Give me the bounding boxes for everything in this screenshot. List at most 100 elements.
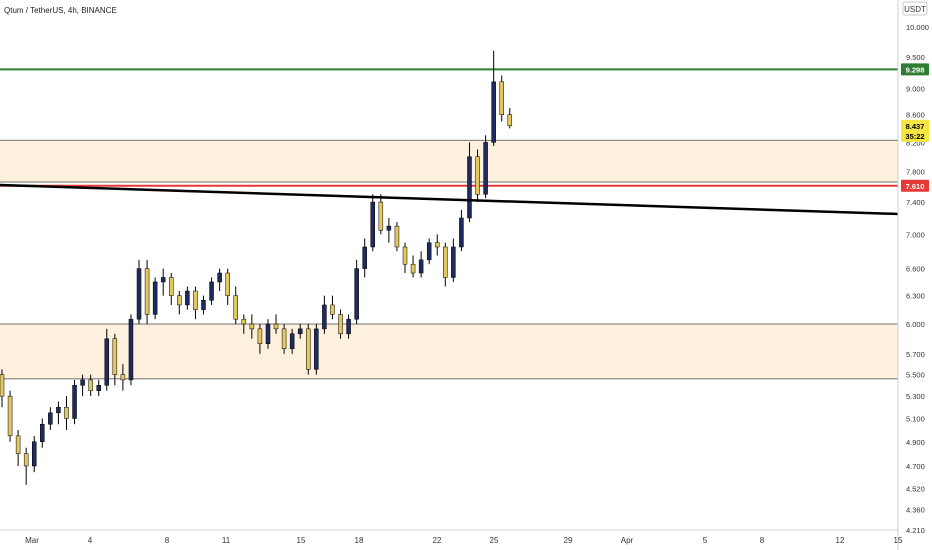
candle bbox=[144, 268, 150, 315]
candle bbox=[7, 395, 13, 437]
time-tick-label: 15 bbox=[894, 536, 903, 545]
zones-layer bbox=[0, 139, 898, 380]
candle bbox=[201, 300, 206, 310]
candle bbox=[217, 272, 222, 283]
price-tick-label: 5.300 bbox=[906, 392, 925, 401]
time-tick-label: 15 bbox=[297, 536, 306, 545]
candle bbox=[434, 242, 440, 248]
symbol-label: Qtum / TetherUS, 4h, BINANCE bbox=[4, 6, 117, 15]
resistance-price-label: 9.298 bbox=[906, 65, 925, 74]
candle bbox=[322, 304, 327, 330]
time-axis[interactable]: Mar 4 8 11 15 18 22 25 29 Apr 5 8 12 15 bbox=[25, 536, 903, 545]
time-tick-label: 12 bbox=[836, 536, 845, 545]
countdown-price-badge bbox=[901, 129, 929, 142]
time-tick-label: 29 bbox=[564, 536, 573, 545]
candle bbox=[48, 412, 53, 425]
price-tick-label: 9.000 bbox=[906, 84, 925, 93]
upper-zone bbox=[0, 140, 898, 182]
last-price-label: 8.437 bbox=[906, 122, 925, 131]
candle bbox=[152, 281, 158, 315]
time-tick-label: Apr bbox=[621, 536, 634, 545]
candle bbox=[56, 406, 61, 414]
candle bbox=[451, 246, 456, 278]
lower-zone bbox=[0, 324, 898, 379]
price-axis[interactable]: 10.000 9.500 9.000 8.600 8.200 7.800 7.400 7.00… bbox=[906, 23, 929, 535]
price-tick-label: 4.900 bbox=[906, 438, 925, 447]
time-tick-label: 11 bbox=[222, 536, 231, 545]
candle bbox=[410, 263, 416, 274]
candle bbox=[362, 246, 367, 269]
trendline-layer bbox=[0, 183, 899, 216]
countdown-price-label: 35:22 bbox=[905, 132, 924, 141]
candle bbox=[386, 225, 392, 231]
candle bbox=[249, 323, 255, 330]
candle bbox=[185, 290, 190, 306]
time-tick-label: 18 bbox=[355, 536, 364, 545]
candle bbox=[338, 314, 343, 335]
candle bbox=[64, 406, 69, 419]
time-tick-label: 25 bbox=[490, 536, 499, 545]
price-tick-label: 8.600 bbox=[906, 111, 925, 120]
candle bbox=[330, 304, 335, 315]
candle bbox=[104, 338, 110, 386]
time-tick-label: Mar bbox=[25, 536, 39, 545]
candle bbox=[297, 328, 303, 335]
candle bbox=[281, 328, 287, 349]
currency-badge[interactable] bbox=[902, 1, 928, 16]
candle bbox=[499, 81, 504, 115]
candle bbox=[120, 374, 126, 381]
price-tick-label: 5.700 bbox=[906, 350, 925, 359]
price-tick-label: 6.300 bbox=[906, 292, 925, 301]
candle bbox=[507, 114, 513, 127]
candle bbox=[177, 295, 182, 306]
candle bbox=[88, 379, 93, 391]
candle bbox=[241, 318, 247, 325]
price-tick-label: 5.500 bbox=[906, 371, 925, 380]
candle bbox=[72, 385, 77, 419]
price-tick-label: 7.800 bbox=[906, 167, 925, 176]
candle bbox=[426, 242, 432, 261]
candle bbox=[370, 201, 376, 248]
candle bbox=[40, 423, 45, 443]
time-tick-label: 5 bbox=[703, 536, 708, 545]
price-tick-label: 4.360 bbox=[906, 506, 925, 515]
price-tick-label: 8.200 bbox=[906, 138, 925, 147]
candle bbox=[209, 281, 214, 301]
candle bbox=[0, 374, 5, 397]
candle bbox=[80, 379, 85, 386]
price-tick-label: 4.210 bbox=[906, 526, 925, 535]
candle bbox=[23, 453, 29, 467]
candle bbox=[418, 259, 424, 274]
candle bbox=[483, 142, 488, 195]
candle bbox=[31, 441, 37, 467]
trendline[interactable] bbox=[0, 183, 899, 216]
price-tick-label: 7.000 bbox=[906, 230, 925, 239]
time-tick-label: 8 bbox=[165, 536, 170, 545]
candle bbox=[128, 318, 134, 381]
price-tick-label: 6.600 bbox=[906, 265, 925, 274]
time-tick-label: 22 bbox=[433, 536, 442, 545]
candle bbox=[314, 328, 319, 370]
time-tick-label: 8 bbox=[760, 536, 765, 545]
candle bbox=[378, 201, 384, 231]
price-tick-label: 4.700 bbox=[906, 462, 925, 471]
candle bbox=[160, 277, 166, 283]
candle bbox=[289, 333, 295, 349]
candle bbox=[233, 295, 238, 320]
candle bbox=[225, 272, 230, 296]
candle bbox=[467, 156, 472, 219]
candle bbox=[265, 323, 271, 344]
candle bbox=[354, 268, 359, 320]
candle bbox=[459, 217, 464, 248]
candle bbox=[273, 323, 279, 330]
resistance-price-badge bbox=[901, 63, 929, 76]
last-price-badge bbox=[901, 119, 929, 132]
price-tick-label: 7.400 bbox=[906, 198, 925, 207]
candle bbox=[346, 318, 351, 335]
candle bbox=[15, 435, 21, 454]
price-tick-label: 4.520 bbox=[906, 485, 925, 494]
candle bbox=[402, 246, 408, 265]
